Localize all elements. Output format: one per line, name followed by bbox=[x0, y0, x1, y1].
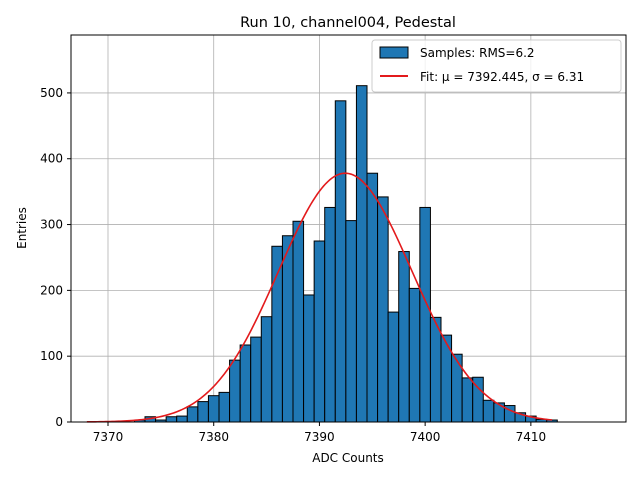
histogram-bar bbox=[186, 406, 199, 423]
legend-swatch-samples bbox=[379, 46, 409, 59]
histogram-bar bbox=[482, 399, 495, 423]
histogram-bar bbox=[377, 196, 389, 423]
y-tick-label: 200 bbox=[40, 283, 63, 297]
plot-frame bbox=[70, 34, 627, 423]
x-tick-label: 7400 bbox=[410, 430, 441, 444]
histogram-bar bbox=[324, 206, 336, 423]
fit-curve bbox=[86, 172, 553, 423]
x-axis-label: ADC Counts bbox=[312, 451, 384, 465]
legend-label-fit: Fit: μ = 7392.445, σ = 6.31 bbox=[420, 70, 584, 84]
histogram-bar bbox=[197, 401, 209, 423]
histogram-bar bbox=[313, 240, 326, 423]
y-axis-label: Entries bbox=[15, 207, 29, 249]
y-tick-label: 100 bbox=[40, 349, 63, 363]
histogram-bar bbox=[493, 402, 505, 423]
legend-box bbox=[371, 39, 622, 93]
legend-label-samples: Samples: RMS=6.2 bbox=[420, 46, 535, 60]
chart-title: Run 10, channel004, Pedestal bbox=[240, 15, 456, 31]
histogram-bar bbox=[281, 235, 294, 423]
x-tick-label: 7410 bbox=[516, 430, 547, 444]
histogram-bar bbox=[176, 415, 188, 423]
legend: Samples: RMS=6.2 Fit: μ = 7392.445, σ = … bbox=[371, 39, 622, 93]
x-tick-label: 7390 bbox=[304, 430, 335, 444]
histogram-bar bbox=[366, 172, 379, 423]
histogram-bar bbox=[398, 251, 410, 423]
histogram-bar bbox=[260, 316, 273, 423]
y-tick-label: 300 bbox=[40, 218, 63, 232]
histogram-bar bbox=[419, 206, 431, 423]
x-tick-label: 7380 bbox=[198, 430, 229, 444]
histogram-bar bbox=[239, 344, 252, 423]
histogram-bar bbox=[207, 395, 220, 423]
y-tick-label: 500 bbox=[40, 86, 63, 100]
x-tick-label: 7370 bbox=[93, 430, 124, 444]
y-axis-ticks: 0 100 200 300 400 500 bbox=[40, 86, 71, 429]
histogram-bar bbox=[229, 359, 241, 423]
histogram-bar bbox=[165, 416, 178, 423]
histogram-bar bbox=[408, 287, 421, 423]
grid-lines bbox=[71, 35, 626, 423]
histogram-bar bbox=[334, 100, 347, 423]
histogram-bar bbox=[345, 220, 357, 423]
histogram-bar bbox=[429, 316, 442, 423]
y-tick-label: 400 bbox=[40, 152, 63, 166]
histogram-bar bbox=[303, 294, 315, 423]
histogram-bar bbox=[355, 85, 368, 423]
y-tick-label: 0 bbox=[55, 415, 63, 429]
histogram-bar bbox=[461, 377, 474, 423]
histogram-bar bbox=[387, 311, 400, 423]
histogram-bar bbox=[218, 391, 231, 423]
histogram-bar bbox=[292, 220, 305, 423]
histogram-bar bbox=[451, 353, 463, 423]
histogram-bar bbox=[250, 336, 262, 423]
x-axis-ticks: 7370 7380 7390 7400 7410 bbox=[93, 422, 546, 444]
